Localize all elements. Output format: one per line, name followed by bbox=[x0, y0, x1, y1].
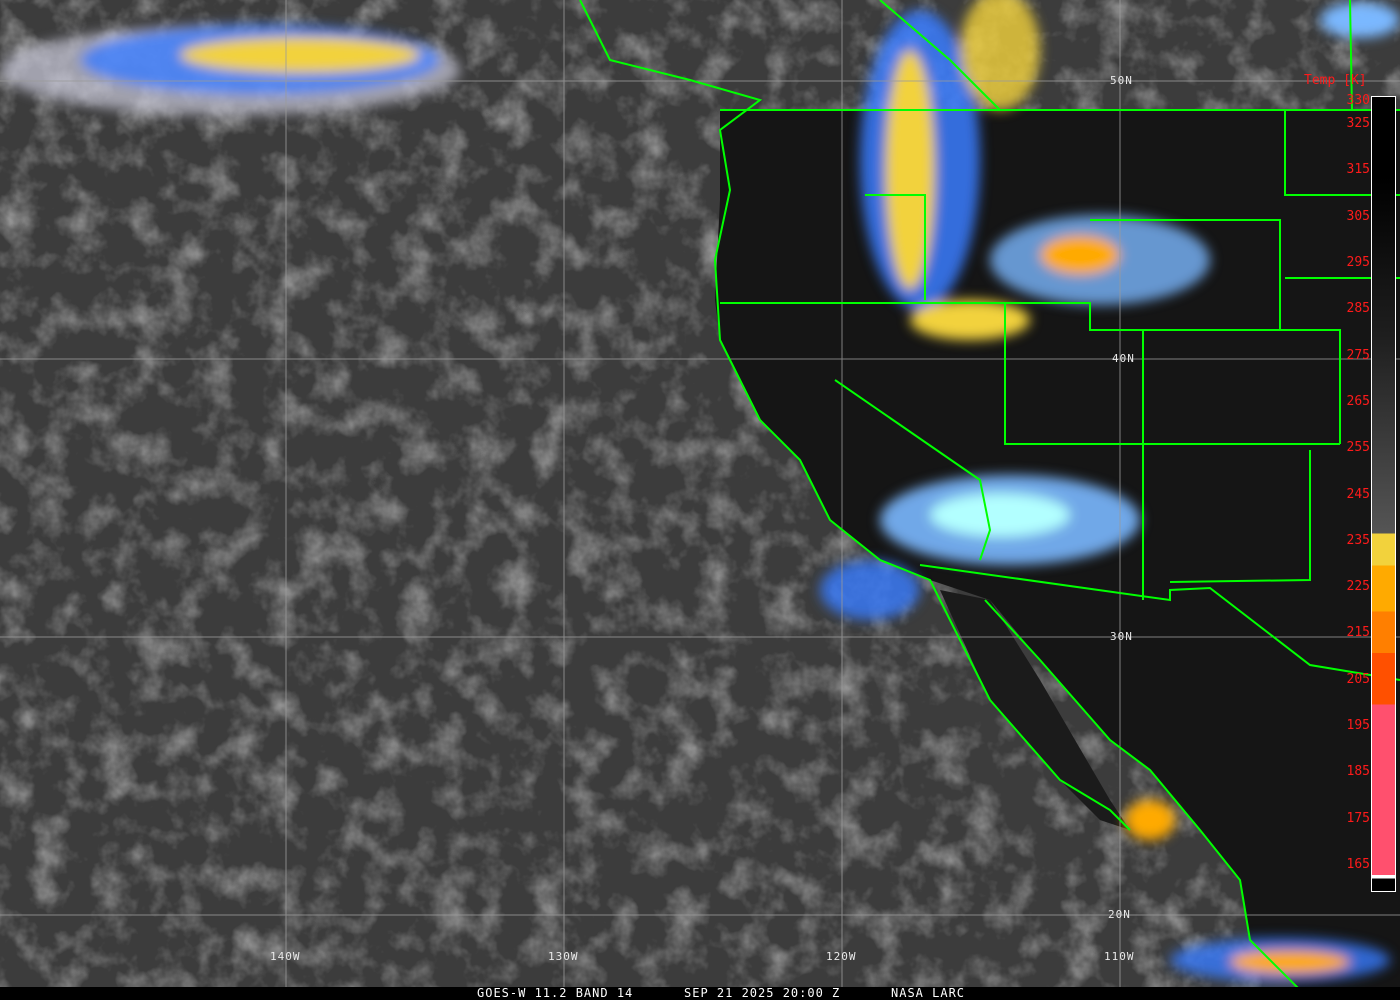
lat-label-40n: 40N bbox=[1112, 352, 1135, 365]
legend-tick: 175 bbox=[1346, 810, 1370, 826]
legend-tick: 195 bbox=[1346, 718, 1370, 734]
lon-label-140w: 140W bbox=[270, 950, 301, 963]
temperature-color-bar bbox=[1371, 96, 1396, 892]
timestamp: SEP 21 2025 20:00 Z bbox=[684, 986, 841, 1000]
legend-tick: 330 bbox=[1346, 93, 1370, 108]
legend-title: Temp [K] bbox=[1304, 73, 1367, 88]
legend-tick: 205 bbox=[1346, 671, 1370, 687]
source: NASA LARC bbox=[891, 986, 966, 1000]
caption-bar: GOES-W 11.2 BAND 14 SEP 21 2025 20:00 Z … bbox=[0, 986, 1400, 1000]
lat-label-20n: 20N bbox=[1108, 908, 1131, 921]
legend-tick: 295 bbox=[1346, 255, 1370, 271]
lon-label-110w: 110W bbox=[1104, 950, 1135, 963]
legend-tick: 315 bbox=[1346, 162, 1370, 178]
legend-tick: 325 bbox=[1346, 116, 1370, 132]
satellite-band: GOES-W 11.2 BAND 14 bbox=[477, 986, 634, 1000]
legend-tick: 235 bbox=[1346, 532, 1370, 548]
legend-tick: 215 bbox=[1346, 625, 1370, 641]
legend-tick: 185 bbox=[1346, 764, 1370, 780]
legend-tick: 265 bbox=[1346, 393, 1370, 409]
lon-label-120w: 120W bbox=[826, 950, 857, 963]
political-boundaries bbox=[579, 0, 1400, 1000]
lat-label-30n: 30N bbox=[1110, 630, 1133, 643]
legend-tick: 305 bbox=[1346, 208, 1370, 224]
legend-tick: 275 bbox=[1346, 347, 1370, 363]
legend-tick: 165 bbox=[1346, 856, 1370, 872]
legend-tick: 225 bbox=[1346, 579, 1370, 595]
lon-label-130w: 130W bbox=[548, 950, 579, 963]
legend-tick: 285 bbox=[1346, 301, 1370, 317]
legend-tick: 245 bbox=[1346, 486, 1370, 502]
legend-tick: 255 bbox=[1346, 440, 1370, 456]
lat-label-50n: 50N bbox=[1110, 74, 1133, 87]
